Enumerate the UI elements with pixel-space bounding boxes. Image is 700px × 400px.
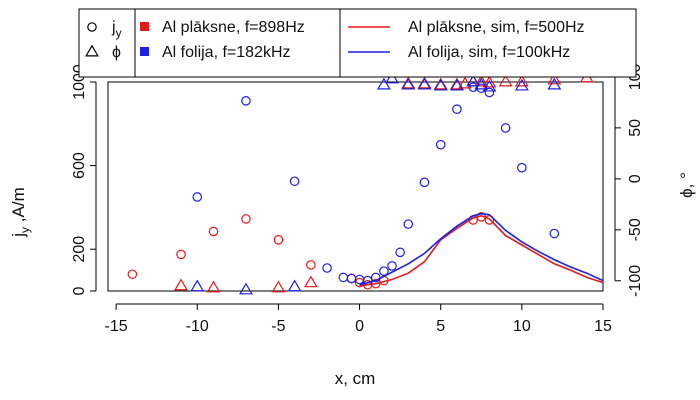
jy-point xyxy=(387,261,397,271)
legend-line-label: Al plāksne, sim, f=500Hz xyxy=(408,19,585,36)
phi-point xyxy=(547,77,562,90)
series-j_y-circle xyxy=(192,82,560,286)
jy-point xyxy=(289,176,300,187)
phi-point xyxy=(401,77,416,90)
phi-point xyxy=(449,78,464,91)
jy-point xyxy=(500,123,511,133)
x-tick-label: -5 xyxy=(271,318,285,335)
series-sim-line xyxy=(359,212,604,286)
phi-point xyxy=(174,278,188,291)
y2-axis-label: ϕ, ° xyxy=(677,172,696,198)
legend-box xyxy=(78,8,637,78)
jy-point xyxy=(549,228,560,239)
x-axis: -15 -10 -5 0 5 10 15 xyxy=(105,303,612,335)
sim-line xyxy=(359,212,604,286)
jy-point xyxy=(241,214,251,224)
y-tick-label: 0 xyxy=(71,286,88,295)
jy-point xyxy=(127,269,138,280)
legend-color-label: Al plāksne, f=898Hz xyxy=(162,19,305,36)
jy-point xyxy=(322,263,332,273)
legend-symbol-label: jy xyxy=(111,19,122,40)
phi-point xyxy=(514,74,529,87)
legend-circle-icon xyxy=(87,22,97,32)
jy-point xyxy=(379,266,389,276)
phi-point xyxy=(239,282,253,295)
y2-tick-label: 50 xyxy=(627,119,644,137)
phi-point xyxy=(376,77,391,90)
y2-tick-label: 0 xyxy=(627,174,644,183)
phi-point xyxy=(190,279,205,292)
jy-point xyxy=(403,219,414,229)
jy-point xyxy=(176,249,186,260)
jy-point xyxy=(192,192,203,202)
x-tick-label: 5 xyxy=(436,318,445,335)
phi-point xyxy=(271,280,286,293)
x-tick-label: 15 xyxy=(594,318,612,335)
phi-point xyxy=(287,279,302,292)
series-phi-triangle xyxy=(190,71,562,295)
jy-point xyxy=(241,96,251,106)
jy-point xyxy=(484,87,495,98)
phi-point xyxy=(474,74,489,87)
phi-point xyxy=(385,71,399,84)
sim-line xyxy=(359,214,604,287)
jy-point xyxy=(395,247,405,258)
x-tick-label: 10 xyxy=(513,318,531,335)
legend-triangle-icon xyxy=(85,44,99,57)
x-tick-label: -10 xyxy=(186,318,209,335)
jy-point xyxy=(452,104,462,114)
phi-point xyxy=(514,78,529,91)
phi-point xyxy=(482,79,497,92)
jy-point xyxy=(338,272,349,283)
phi-point xyxy=(206,280,221,293)
x-axis-label: x, cm xyxy=(335,369,376,388)
jy-point xyxy=(273,234,284,245)
legend-color-swatch xyxy=(140,47,149,56)
jy-point xyxy=(435,139,446,150)
jy-point xyxy=(419,177,430,188)
series-phi-triangle xyxy=(174,70,594,293)
phi-point xyxy=(458,76,472,89)
phi-point xyxy=(466,74,481,87)
legend-line-label: Al folija, sim, f=100kHz xyxy=(408,44,570,61)
x-tick-label: -15 xyxy=(105,318,128,335)
phi-point xyxy=(498,74,513,87)
phi-point xyxy=(303,275,318,288)
y-axis-right: -100-50050100 xyxy=(614,63,644,297)
series-layer xyxy=(127,70,604,295)
jy-point xyxy=(370,272,381,283)
y-tick-label: 200 xyxy=(71,236,88,263)
legend: jy ϕ Al plāksne, f=898Hz Al folija, f=182kH… xyxy=(78,8,637,78)
phi-point xyxy=(417,77,432,90)
phi-point xyxy=(433,78,448,91)
legend-color-label: Al folija, f=182kHz xyxy=(162,44,291,61)
phi-point xyxy=(547,72,562,85)
jy-point xyxy=(306,260,316,270)
y2-tick-label: -100 xyxy=(627,265,644,297)
legend-color-swatch xyxy=(140,22,149,31)
jy-point xyxy=(346,273,357,284)
series-sim-line xyxy=(359,214,604,287)
plot-border xyxy=(107,81,604,292)
x-tick-label: 0 xyxy=(355,318,364,335)
y-axis-label: jy ,A/m xyxy=(9,187,32,237)
jy-point xyxy=(208,226,219,237)
y-tick-label: 600 xyxy=(71,152,88,179)
plot-frame xyxy=(107,81,604,292)
phi-point xyxy=(474,77,489,90)
y2-tick-label: -50 xyxy=(627,218,644,241)
phi-point xyxy=(482,75,497,88)
jy-point xyxy=(517,162,527,173)
legend-symbol-label: ϕ xyxy=(112,44,121,61)
